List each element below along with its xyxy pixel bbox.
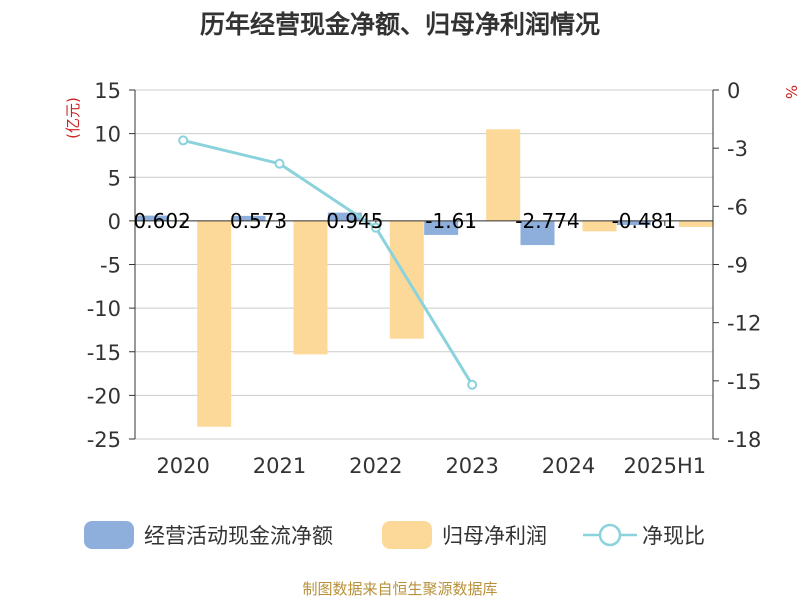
bar-cashflow-2020 [135,215,170,221]
right-tick-label-5: -15 [727,370,761,394]
ratio-point-2021 [274,158,285,169]
line-series [178,135,478,390]
left-tick-label-1: 10 [94,123,121,147]
right-tick-label-2: -6 [727,195,748,219]
bar-net-profit-2024 [582,220,617,232]
right-tick-label-0: 0 [727,79,740,103]
data-label-cashflow-2022: 0.945 [326,209,383,233]
legend-swatch-net-profit [382,521,432,549]
x-tick-label-2025H1: 2025H1 [624,454,707,478]
legend-marker-ratio [598,523,622,547]
bar-cashflow-2022 [327,212,362,221]
ratio-point-2022 [370,222,381,233]
bars [135,129,713,427]
left-tick-label-6: -15 [87,341,121,365]
bar-net-profit-2025H1 [678,220,713,227]
axes: 15 10 5 0 -5 -10 -15 -20 -25 0 -3 -6 -9 -12 -15 -18 2020… [87,79,762,478]
data-label-cashflow-2021: 0.573 [230,209,287,233]
left-tick-label-0: 15 [94,79,121,103]
left-tick-label-4: -5 [100,254,121,278]
right-axis-label: % [782,85,800,99]
x-tick-label-2020: 2020 [156,454,209,478]
left-tick-label-2: 5 [108,166,121,190]
data-label-cashflow-2024: -2.774 [515,209,579,233]
footer-source: 制图数据来自恒生聚源数据库 [302,580,497,598]
legend-label-net-profit: 归母净利润 [442,524,547,548]
legend-label-ratio: 净现比 [642,524,705,548]
x-tick-label-2024: 2024 [542,454,595,478]
left-tick-label-7: -20 [87,384,121,408]
right-tick-label-1: -3 [727,137,748,161]
right-tick-label-4: -12 [727,312,761,336]
data-label-cashflow-2025H1: -0.481 [612,209,676,233]
left-tick-label-3: 0 [108,210,121,234]
legend: 经营活动现金流净额 归母净利润 净现比 [84,521,705,549]
data-label-cashflow-2023: -1.61 [425,209,477,233]
x-tick-label-2021: 2021 [253,454,306,478]
bar-cashflow-2025H1 [616,220,651,226]
right-tick-label-6: -18 [727,428,761,452]
left-axis-label: (亿元) [64,97,82,139]
bar-net-profit-2023 [486,129,521,221]
data-labels: 0.602 0.573 0.945 -1.61 -2.774 -0.481 [134,209,677,233]
legend-label-cashflow: 经营活动现金流净额 [144,524,333,548]
right-tick-label-3: -9 [727,254,748,278]
bar-net-profit-2021 [293,220,328,355]
left-tick-label-5: -10 [87,297,121,321]
bar-net-profit-2020 [197,220,232,427]
bar-cashflow-2024 [520,220,555,246]
ratio-point-2023 [467,379,478,390]
bar-cashflow-2023 [424,220,459,235]
chart-title: 历年经营现金净额、归母净利润情况 [200,10,600,39]
x-tick-label-2023: 2023 [445,454,498,478]
legend-swatch-cashflow [84,521,134,549]
left-tick-label-8: -25 [87,428,121,452]
ratio-point-2020 [178,135,189,146]
data-label-cashflow-2020: 0.602 [134,209,191,233]
bar-cashflow-2021 [231,215,266,221]
ratio-line [182,138,474,386]
x-tick-label-2022: 2022 [349,454,402,478]
